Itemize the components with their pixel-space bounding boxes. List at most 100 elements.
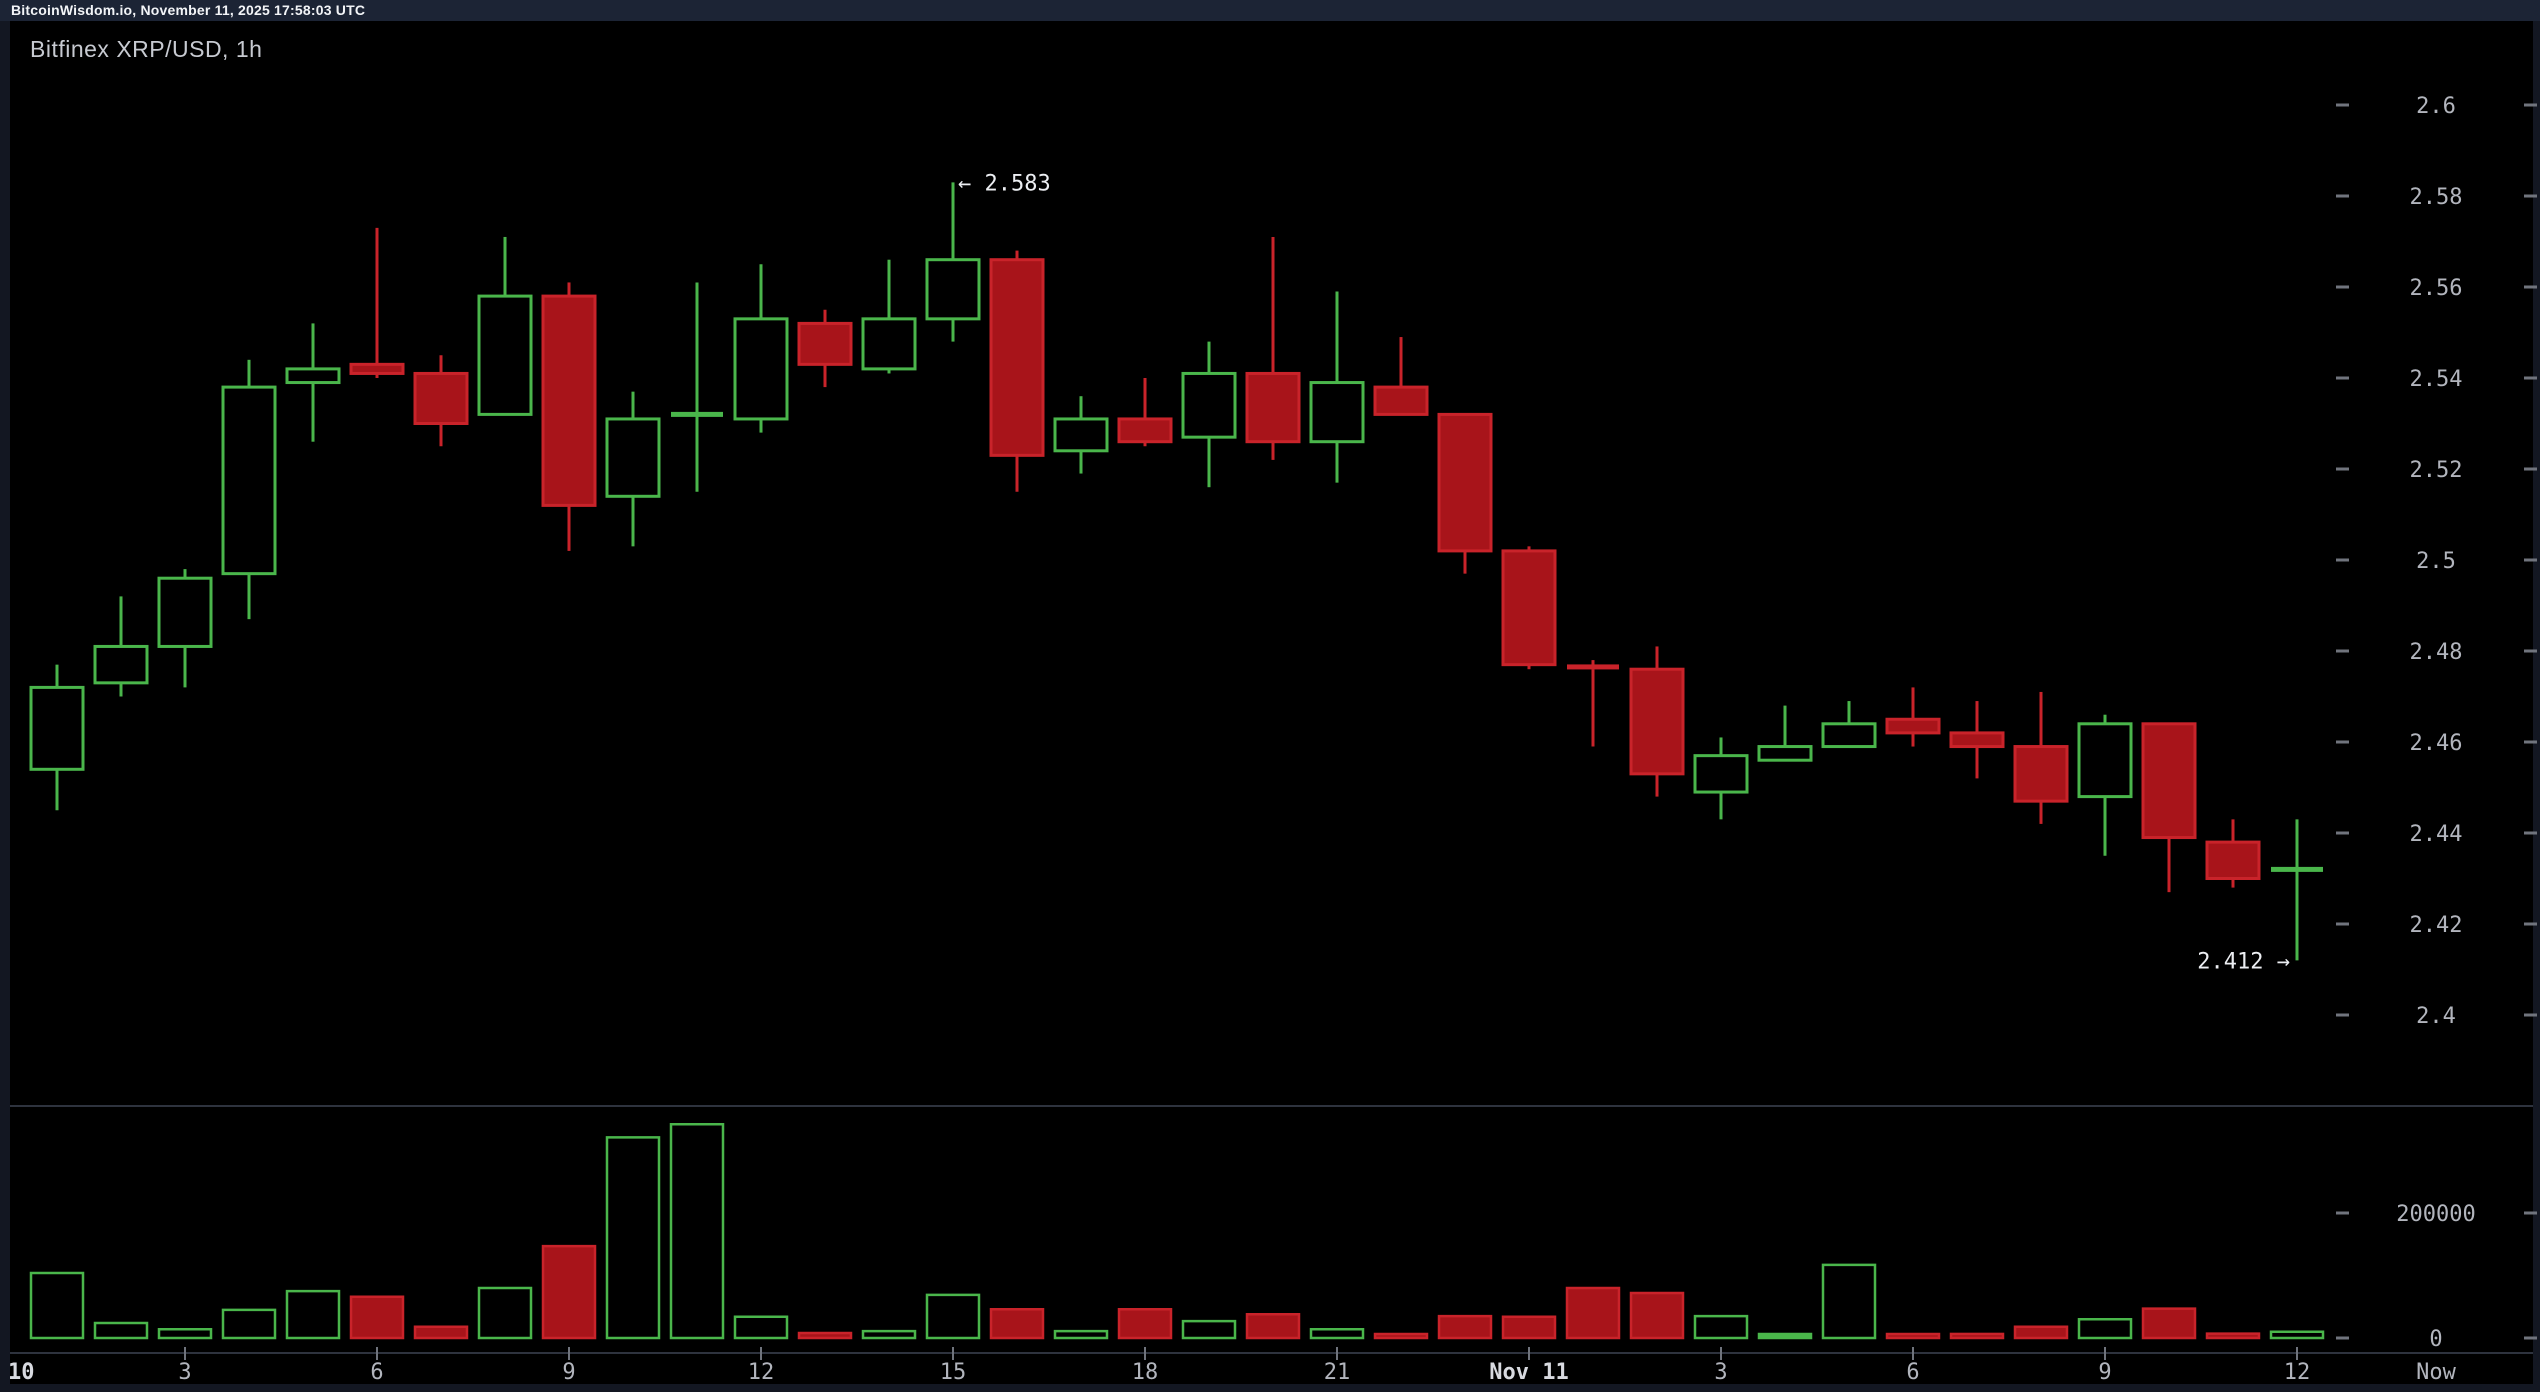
volume-bar (1885, 1332, 1941, 1340)
candle-down (1629, 646, 1685, 797)
price-axis-label: 2.44 (2410, 822, 2463, 847)
candle-up (29, 664, 85, 811)
candle-up (2077, 714, 2133, 856)
time-axis-label: 6 (370, 1360, 383, 1385)
candle-up (1693, 737, 1749, 820)
chart-background (10, 21, 2533, 1384)
volume-bar (29, 1271, 85, 1340)
volume-bar (349, 1295, 405, 1340)
candle-up (861, 259, 917, 374)
topbar: BitcoinWisdom.io, November 11, 2025 17:5… (0, 0, 2540, 21)
time-axis-label: 15 (940, 1360, 967, 1385)
volume-bar (1309, 1328, 1365, 1340)
candle-down (797, 309, 853, 388)
volume-bar (2205, 1332, 2261, 1340)
volume-bar (1053, 1329, 1109, 1340)
volume-bar (413, 1325, 469, 1340)
volume-bar (1693, 1314, 1749, 1340)
topbar-status-text: BitcoinWisdom.io, November 11, 2025 17:5… (11, 2, 366, 18)
price-axis-label: 2.46 (2410, 731, 2463, 756)
time-axis-label: 18 (1132, 1360, 1159, 1385)
candle-up (605, 391, 661, 547)
candle-up (1309, 291, 1365, 483)
candle-down (1117, 378, 1173, 447)
time-axis-label: 6 (1906, 1360, 1919, 1385)
candle-down (1949, 701, 2005, 779)
price-axis-label: 2.5 (2416, 549, 2456, 574)
candle-down (1245, 236, 1301, 460)
candle-up (925, 182, 981, 342)
candle-down (349, 227, 405, 378)
volume-bar (605, 1136, 661, 1340)
price-axis-label: 2.6 (2416, 94, 2456, 119)
price-axis-label: 2.4 (2416, 1004, 2456, 1029)
volume-bar (477, 1286, 533, 1340)
time-axis-label: 3 (1714, 1360, 1727, 1385)
volume-bar (861, 1329, 917, 1340)
candle-down (2141, 722, 2197, 893)
volume-bar (285, 1289, 341, 1340)
time-axis-label: Nov 11 (1489, 1360, 1568, 1385)
candle-down (1885, 687, 1941, 747)
time-axis-label: 9 (2098, 1360, 2111, 1385)
price-axis-label: 2.52 (2410, 458, 2463, 483)
price-axis-label: 2.54 (2410, 367, 2463, 392)
volume-bar (2077, 1318, 2133, 1340)
candle-down (541, 282, 597, 551)
candle-down (2013, 691, 2069, 824)
volume-bar (1117, 1308, 1173, 1340)
price-axis-label: 2.58 (2410, 185, 2463, 210)
volume-bar (1821, 1263, 1877, 1340)
price-annotation: ← 2.583 (958, 171, 1051, 196)
volume-bar (2013, 1325, 2069, 1340)
candle-down (1501, 546, 1557, 670)
volume-bar (1565, 1286, 1621, 1340)
volume-bar (1949, 1332, 2005, 1340)
candle-up (1181, 341, 1237, 488)
time-axis-label: 21 (1324, 1360, 1351, 1385)
volume-bar (93, 1321, 149, 1340)
volume-bar (989, 1308, 1045, 1340)
candle-up (1757, 705, 1813, 762)
candle-up (477, 236, 533, 416)
candle-down (413, 355, 469, 447)
time-axis-label: Now (2416, 1360, 2456, 1385)
price-annotation: 2.412 → (2197, 949, 2290, 974)
candle-up (1053, 396, 1109, 474)
candle-down (1373, 337, 1429, 416)
volume-axis-label: 0 (2429, 1327, 2442, 1352)
volume-bar (1437, 1314, 1493, 1340)
volume-bar (733, 1315, 789, 1340)
price-axis-label: 2.42 (2410, 913, 2463, 938)
time-axis-label: 9 (562, 1360, 575, 1385)
volume-bar (1757, 1332, 1813, 1340)
candle-up (157, 569, 213, 688)
price-axis-label: 2.48 (2410, 640, 2463, 665)
time-axis-label: 12 (748, 1360, 775, 1385)
volume-axis-label: 200000 (2396, 1202, 2475, 1227)
volume-bar (221, 1308, 277, 1340)
volume-bar (2141, 1307, 2197, 1340)
price-axis-label: 2.56 (2410, 276, 2463, 301)
candle-up (2271, 819, 2323, 961)
candle-up (671, 282, 723, 492)
volume-bar (157, 1328, 213, 1340)
time-axis-label: 12 (2284, 1360, 2311, 1385)
chart-title: Bitfinex XRP/USD, 1h (30, 36, 263, 62)
time-axis-label: 3 (178, 1360, 191, 1385)
volume-bar (925, 1293, 981, 1340)
candle-up (1821, 701, 1877, 749)
candle-down (2205, 819, 2261, 888)
candle-up (285, 323, 341, 442)
candle-down (1567, 660, 1619, 747)
time-axis-label: 10 (8, 1360, 35, 1385)
candle-down (1437, 412, 1493, 574)
volume-bar (1373, 1332, 1429, 1340)
volume-bar (1181, 1319, 1237, 1340)
volume-bar (1245, 1313, 1301, 1340)
volume-bar (541, 1244, 597, 1340)
volume-bar (1501, 1315, 1557, 1340)
candle-up (733, 264, 789, 433)
